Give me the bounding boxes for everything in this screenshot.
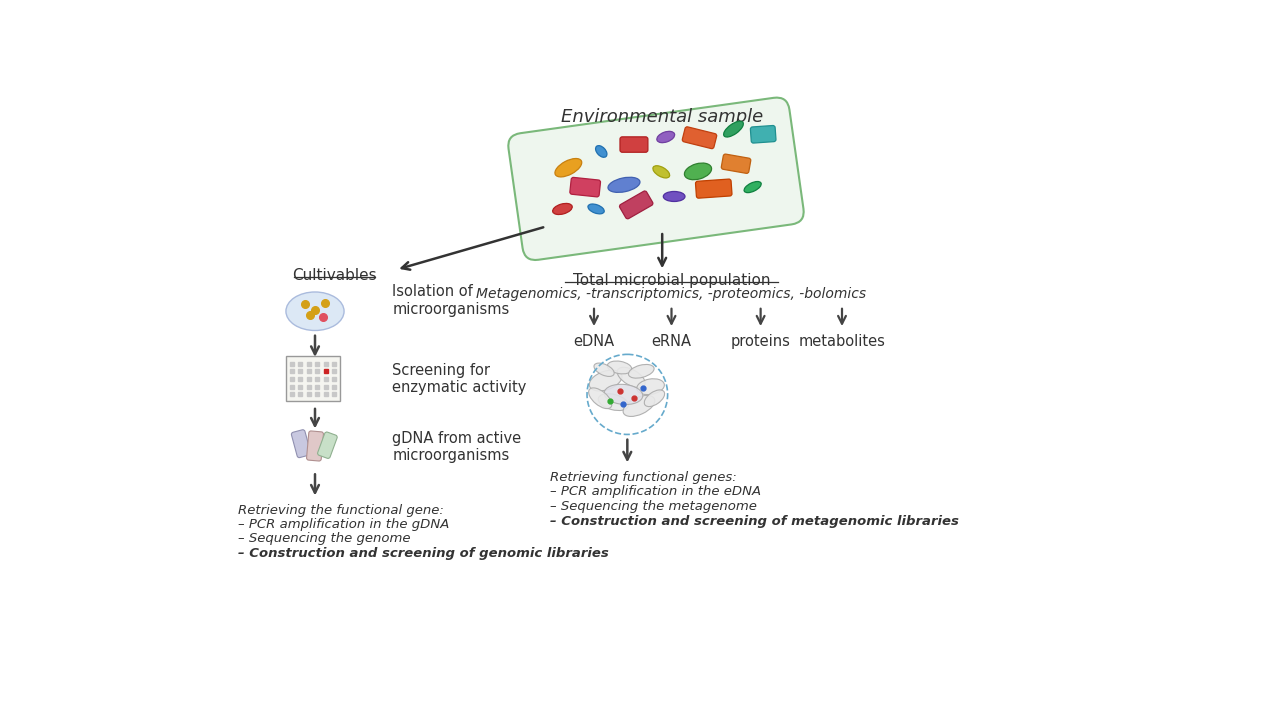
Text: – PCR amplification in the gDNA: – PCR amplification in the gDNA — [238, 518, 449, 531]
Ellipse shape — [604, 384, 643, 405]
Text: Screening for
enzymatic activity: Screening for enzymatic activity — [393, 363, 527, 395]
FancyBboxPatch shape — [508, 98, 804, 260]
Text: Metagenomics, -transcriptomics, -proteomics, -bolomics: Metagenomics, -transcriptomics, -proteom… — [476, 287, 867, 300]
Text: – Sequencing the metagenome: – Sequencing the metagenome — [550, 500, 756, 513]
Ellipse shape — [553, 204, 572, 215]
Ellipse shape — [628, 364, 654, 378]
Ellipse shape — [607, 361, 632, 374]
FancyBboxPatch shape — [695, 179, 732, 198]
Text: eDNA: eDNA — [573, 334, 614, 349]
Ellipse shape — [556, 158, 581, 177]
FancyBboxPatch shape — [292, 430, 311, 458]
Ellipse shape — [598, 394, 628, 410]
Ellipse shape — [723, 121, 744, 137]
Text: gDNA from active
microorganisms: gDNA from active microorganisms — [393, 431, 522, 463]
FancyBboxPatch shape — [620, 137, 648, 152]
FancyBboxPatch shape — [750, 125, 776, 143]
FancyBboxPatch shape — [620, 191, 653, 219]
Ellipse shape — [623, 395, 655, 416]
Text: eRNA: eRNA — [652, 334, 691, 349]
FancyBboxPatch shape — [285, 356, 339, 400]
Ellipse shape — [285, 292, 344, 330]
Ellipse shape — [595, 145, 607, 157]
Text: Isolation of
microorganisms: Isolation of microorganisms — [393, 284, 509, 317]
Ellipse shape — [685, 163, 712, 180]
Text: Environmental sample: Environmental sample — [561, 108, 763, 126]
Text: – PCR amplification in the eDNA: – PCR amplification in the eDNA — [550, 485, 760, 498]
Ellipse shape — [589, 370, 622, 391]
Ellipse shape — [663, 192, 685, 202]
Text: – Construction and screening of metagenomic libraries: – Construction and screening of metageno… — [550, 515, 959, 528]
Ellipse shape — [636, 379, 664, 395]
Ellipse shape — [657, 131, 675, 143]
Ellipse shape — [608, 177, 640, 192]
FancyBboxPatch shape — [307, 431, 324, 461]
FancyBboxPatch shape — [317, 432, 337, 459]
FancyBboxPatch shape — [722, 154, 751, 174]
Ellipse shape — [653, 166, 669, 178]
Ellipse shape — [594, 363, 614, 377]
FancyBboxPatch shape — [682, 127, 717, 148]
Text: – Sequencing the genome: – Sequencing the genome — [238, 532, 410, 545]
Ellipse shape — [617, 367, 645, 387]
Ellipse shape — [644, 390, 664, 407]
Ellipse shape — [744, 181, 762, 193]
FancyBboxPatch shape — [570, 177, 600, 197]
Text: Total microbial population: Total microbial population — [572, 273, 771, 288]
Ellipse shape — [588, 204, 604, 214]
Text: – Construction and screening of genomic libraries: – Construction and screening of genomic … — [238, 547, 608, 560]
Text: metabolites: metabolites — [799, 334, 886, 349]
Text: Retrieving the functional gene:: Retrieving the functional gene: — [238, 504, 443, 517]
Text: Retrieving functional genes:: Retrieving functional genes: — [550, 472, 736, 485]
Text: proteins: proteins — [731, 334, 791, 349]
Text: Cultivables: Cultivables — [292, 268, 376, 283]
Ellipse shape — [589, 388, 612, 409]
